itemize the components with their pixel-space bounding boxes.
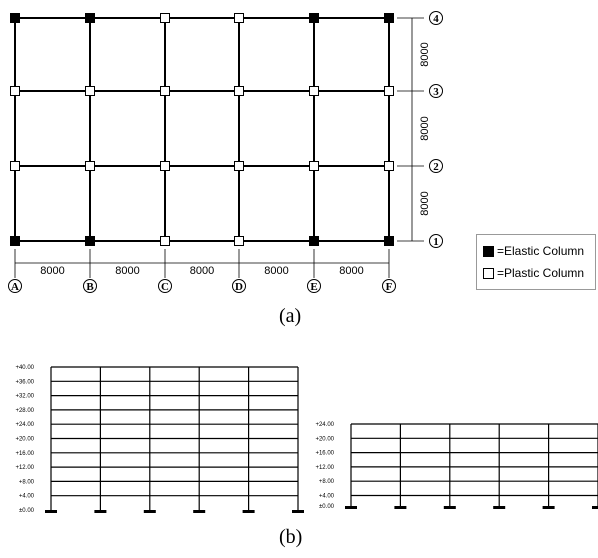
elevation-10-storey: +40.00 +36.00 +32.00 +28.00 +24.00 +20.00 +16.… [15, 365, 304, 514]
level-label: +8.00 [19, 479, 35, 485]
level-label: +40.00 [15, 365, 34, 371]
fixed-support [242, 510, 255, 513]
plastic-swatch [483, 267, 494, 279]
level-label: +4.00 [19, 494, 35, 500]
level-label: +16.00 [15, 451, 34, 457]
legend-elastic-label: =Elastic Column [497, 244, 585, 258]
fixed-support [45, 510, 57, 513]
level-label: +20.00 [315, 436, 334, 442]
plastic-column-E2 [309, 161, 319, 171]
span-label-x: 8000 [115, 265, 139, 277]
span-label-x: 8000 [190, 265, 214, 277]
plastic-column-D3 [234, 86, 244, 96]
plastic-column-D2 [234, 161, 244, 171]
span-label-x: 8000 [40, 265, 64, 277]
axis-label-B: B [86, 281, 94, 293]
caption-a: (a) [279, 305, 302, 327]
plastic-column-F3 [384, 86, 394, 96]
fixed-support [292, 510, 304, 513]
level-label: +28.00 [15, 408, 34, 414]
fixed-support [542, 506, 555, 509]
level-label: +32.00 [15, 394, 34, 400]
plastic-column-B2 [85, 161, 95, 171]
axis-bubble-F [382, 279, 396, 293]
axis-bubble-E [307, 279, 321, 293]
fixed-support [193, 510, 206, 513]
level-label: +4.00 [319, 494, 335, 500]
axis-label-F: F [386, 281, 393, 293]
plastic-column-E3 [309, 86, 319, 96]
axis-bubble-C [158, 279, 172, 293]
elastic-column-F4 [384, 13, 394, 23]
elastic-column-B4 [85, 13, 95, 23]
plastic-column-C2 [160, 161, 170, 171]
axis-bubble-4 [429, 11, 443, 25]
axis-label-4: 4 [433, 13, 439, 25]
floor-plan: 8000 8000 8000 8000 8000 8000 8000 8000 A B C D E F 1 2… [8, 11, 443, 293]
elastic-column-A4 [10, 13, 20, 23]
legend-elastic: =Elastic Column [483, 243, 584, 259]
legend-plastic: =Plastic Column [483, 265, 584, 281]
axis-label-D: D [235, 281, 243, 293]
legend-plastic-label: =Plastic Column [497, 266, 585, 280]
axis-bubble-2 [429, 159, 443, 173]
axis-bubble-3 [429, 84, 443, 98]
axis-bubble-D [232, 279, 246, 293]
legend: =Elastic Column =Plastic Column [476, 234, 596, 290]
plastic-column-A2 [10, 161, 20, 171]
axis-label-2: 2 [433, 161, 439, 173]
level-label: ±0.00 [319, 504, 335, 510]
fixed-support [592, 506, 598, 509]
elastic-swatch [483, 245, 494, 257]
elastic-column-B1 [85, 236, 95, 246]
plastic-column-D4 [234, 13, 244, 23]
axis-bubble-A [8, 279, 22, 293]
axis-label-3: 3 [433, 86, 439, 98]
span-label-y: 8000 [419, 191, 431, 215]
level-label: +8.00 [319, 479, 335, 485]
plastic-column-C1 [160, 236, 170, 246]
level-label: +24.00 [15, 422, 34, 428]
level-label: +20.00 [15, 437, 34, 443]
fixed-support [493, 506, 506, 509]
level-label: +36.00 [15, 379, 34, 385]
axis-label-A: A [11, 281, 19, 293]
elastic-column-A1 [10, 236, 20, 246]
plastic-column-A3 [10, 86, 20, 96]
plastic-column-D1 [234, 236, 244, 246]
axis-label-E: E [310, 281, 317, 293]
span-label-y: 8000 [419, 116, 431, 140]
fixed-support [345, 506, 357, 509]
level-label: +16.00 [315, 451, 334, 457]
axis-label-1: 1 [433, 236, 439, 248]
elevation-6-storey: +24.00 +20.00 +16.00 +12.00 +8.00 +4.00 ±0.00 [315, 422, 598, 510]
fixed-support [394, 506, 407, 509]
plastic-column-B3 [85, 86, 95, 96]
axis-bubble-1 [429, 234, 443, 248]
fixed-support [143, 510, 156, 513]
plastic-column-C3 [160, 86, 170, 96]
axis-bubble-B [83, 279, 97, 293]
plastic-column-C4 [160, 13, 170, 23]
fixed-support [94, 510, 107, 513]
span-label-x: 8000 [264, 265, 288, 277]
span-label-y: 8000 [419, 42, 431, 66]
level-label: ±0.00 [19, 508, 35, 514]
plastic-column-F2 [384, 161, 394, 171]
level-label: +24.00 [315, 422, 334, 428]
span-label-x: 8000 [339, 265, 363, 277]
level-label: +12.00 [315, 465, 334, 471]
fixed-support [443, 506, 456, 509]
elastic-column-E4 [309, 13, 319, 23]
caption-b: (b) [279, 526, 303, 548]
axis-label-C: C [161, 281, 169, 293]
level-label: +12.00 [15, 465, 34, 471]
elastic-column-E1 [309, 236, 319, 246]
elastic-column-F1 [384, 236, 394, 246]
